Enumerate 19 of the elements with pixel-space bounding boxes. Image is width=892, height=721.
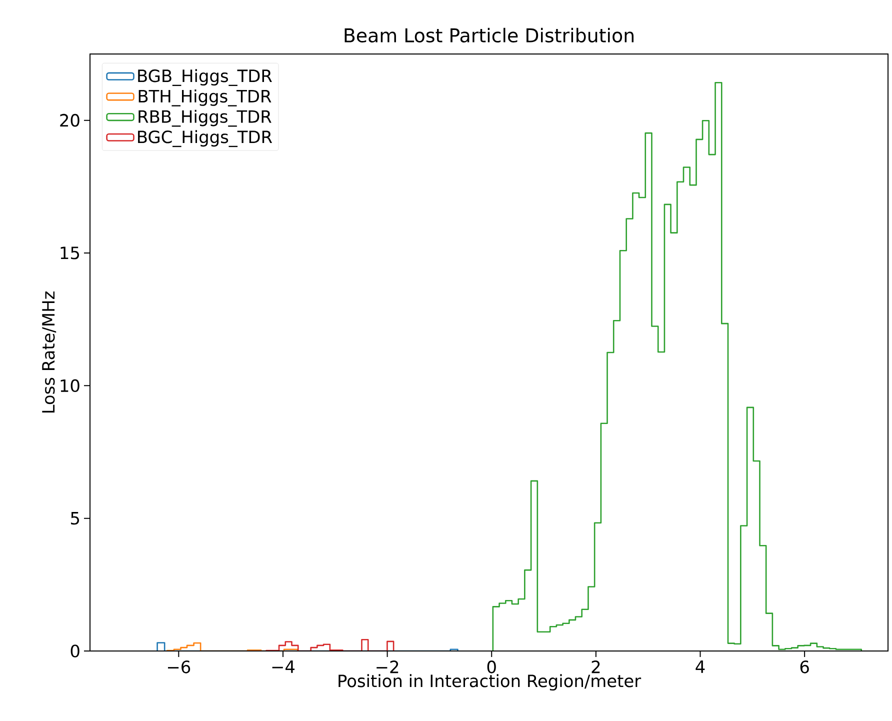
legend-label: BGB_Higgs_TDR — [138, 69, 272, 86]
y-tick-label: 0 — [70, 644, 80, 658]
y-tick-label: 20 — [60, 114, 80, 127]
y-tick-label: 5 — [71, 512, 79, 525]
chart-title: Beam Lost Particle Distribution — [344, 28, 634, 42]
y-tick-label: 10 — [60, 379, 80, 392]
x-tick-label: −4 — [272, 660, 295, 673]
y-axis-title: Loss Rate/MHz — [42, 292, 56, 412]
legend-label: BTH_Higgs_TDR — [138, 89, 272, 106]
x-tick-label: −6 — [168, 660, 190, 674]
legend-label: BGC_Higgs_TDR — [138, 130, 272, 148]
legend-label: RBB_Higgs_TDR — [138, 110, 272, 127]
x-axis-title: Position in Interaction Region/meter — [338, 674, 642, 691]
x-tick-label: 4 — [696, 660, 705, 673]
x-tick-label: 0 — [487, 660, 496, 674]
x-tick-label: −2 — [376, 660, 398, 674]
x-tick-label: 2 — [592, 660, 600, 674]
y-tick-label: 15 — [60, 246, 79, 260]
x-tick-label: 6 — [800, 660, 809, 674]
